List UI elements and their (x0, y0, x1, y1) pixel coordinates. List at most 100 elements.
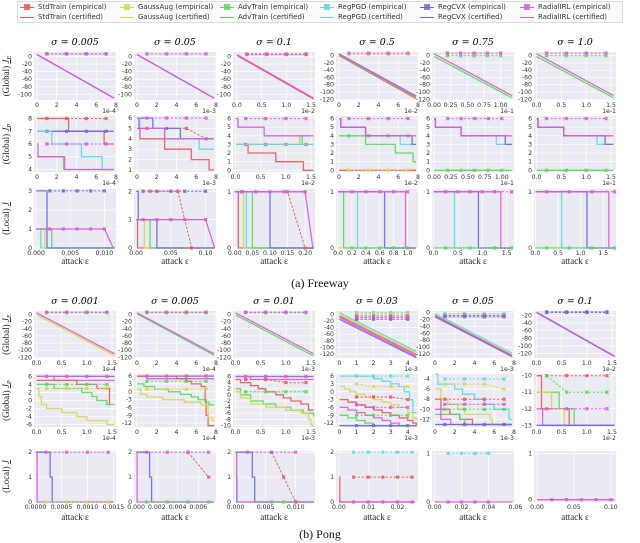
series-marker-tri (605, 310, 609, 315)
series-marker-tri (371, 424, 376, 428)
x-tick-label: 0.005 (61, 250, 79, 257)
series-marker-star (502, 377, 506, 381)
series-marker-star (446, 451, 450, 456)
x-tick-label: 1.5 (607, 360, 617, 367)
series-marker-tridown (65, 450, 69, 454)
subplot-title: σ = 0.005 (151, 296, 199, 307)
y-tick-label: 6 (227, 116, 231, 123)
x-tick-label: 0.5 (257, 102, 267, 109)
series-marker-diamond (165, 387, 169, 391)
series-marker-diamond (367, 168, 371, 172)
series-marker-diamond (389, 312, 393, 316)
certified-series-line (236, 54, 314, 100)
y-tick-label: 1 (227, 159, 231, 166)
x-tick-label: 0.5 (557, 360, 567, 367)
y-tick-label: -100 (217, 347, 231, 354)
x-tick-label: 0.000 (127, 504, 145, 511)
x-tick-label: 4 (175, 429, 179, 436)
x-tick-label: 0.0 (532, 360, 542, 367)
x-axis-exponent: 1e-4 (102, 180, 116, 187)
y-tick-label: -40 (420, 323, 430, 330)
y-tick-label: -20 (522, 60, 532, 67)
subplot: 0.0 0.5 1.0 1.5 0-20-40-60-80-100-120 1e-3 (217, 310, 316, 373)
y-tick-label: -80 (22, 340, 32, 347)
y-tick-label: 1 (227, 474, 231, 481)
x-tick-label: 0.5 (256, 174, 266, 181)
y-tick-label: -100 (518, 343, 532, 350)
series-marker-square (366, 475, 370, 479)
series-marker-tridown (364, 190, 368, 194)
x-axis-label: attack ε (161, 256, 189, 266)
series-marker-pent (544, 168, 549, 172)
subplot: 0.000 0.005 0.010 0 1 2 3 (27, 188, 116, 257)
series-marker-tridown (544, 51, 549, 55)
series-marker-pent (350, 246, 354, 250)
series-marker-tridown (350, 190, 354, 194)
x-tick-label: 8 (214, 102, 218, 109)
subplot: 0.00 0.05 0.10 0 1 2 (128, 188, 216, 257)
legend-label: RegCVX (certified) (438, 13, 503, 21)
plot-area (336, 189, 418, 248)
y-tick-label: -20 (324, 60, 334, 67)
series-marker-tridown (347, 116, 351, 121)
series-marker-diamond (502, 387, 506, 391)
subfigure: σ = 0.005 σ = 0.05 σ = 0.1 σ = 0.5 σ = 0.75 σ… (1, 37, 617, 290)
x-tick-label: 0.0 (532, 102, 542, 109)
y-tick-label: 8 (28, 116, 32, 123)
x-axis-exponent: 1e-3 (500, 435, 514, 442)
marker-line-swatch (20, 4, 34, 11)
y-tick-label: -40 (22, 326, 32, 333)
series-marker-tridown (169, 218, 173, 222)
series-marker-diamond (105, 386, 109, 391)
y-tick-label: -40 (122, 326, 132, 333)
x-tick-label: 0.02 (455, 504, 469, 511)
y-tick-label: 4 (28, 381, 32, 388)
subplot-title: σ = 0.05 (154, 37, 196, 48)
plot-area (34, 451, 116, 502)
series-marker-star (502, 312, 506, 316)
x-tick-label: 1.0 (281, 174, 291, 181)
legend-label: StdTrain (empirical) (38, 3, 107, 11)
y-tick-label: -20 (420, 60, 430, 67)
x-tick-label: 1.5 (598, 250, 608, 257)
x-axis-exponent: 1e-1 (500, 180, 514, 187)
series-marker-pent (545, 246, 549, 250)
series-marker-tri (48, 189, 52, 193)
y-tick-label: 0 (528, 53, 532, 60)
series-marker-tridown (183, 218, 187, 222)
series-marker-tridown (406, 316, 410, 320)
x-tick-label: 0.10 (199, 250, 213, 257)
series-marker-tridown (564, 116, 568, 121)
series-marker-tridown (240, 190, 244, 194)
subplot: 0.0 0.5 1.0 1.5 -10 -11 -12 -13 1e-2 (522, 373, 617, 442)
y-tick-label: 7 (28, 128, 32, 135)
row-label-subscript: E (6, 314, 13, 319)
x-axis-exponent: 1e-4 (202, 435, 216, 442)
series-marker-tridown (459, 116, 463, 121)
x-tick-label: 0 (337, 429, 341, 436)
series-marker-square (303, 246, 307, 250)
y-tick-label: 2 (426, 150, 430, 157)
y-tick-label: -2 (26, 406, 32, 413)
certified-series-line (36, 54, 115, 99)
subplot: 0.000 0.002 0.004 0.006 0 1 2 (127, 449, 216, 511)
series-marker-tridown (351, 500, 356, 504)
x-tick-label: 1.0 (403, 250, 413, 257)
x-tick-label: 2 (357, 174, 361, 181)
x-axis-label: attack ε (459, 256, 487, 266)
certified-series-line (339, 135, 416, 163)
series-marker-tridown (381, 500, 385, 504)
series-marker-tridown (579, 498, 583, 502)
x-tick-label: 1.5 (306, 102, 316, 109)
y-tick-label: 6 (227, 373, 231, 380)
x-tick-label: 1.0 (581, 102, 591, 109)
y-tick-label: 1 (426, 159, 430, 166)
line-swatch (220, 14, 234, 21)
line-swatch (120, 14, 134, 21)
y-tick-label: -120 (18, 354, 32, 361)
plot-area (534, 189, 616, 248)
x-axis-label: attack ε (561, 512, 589, 522)
series-marker-tridown (444, 190, 448, 194)
series-marker-tridown (304, 310, 308, 314)
